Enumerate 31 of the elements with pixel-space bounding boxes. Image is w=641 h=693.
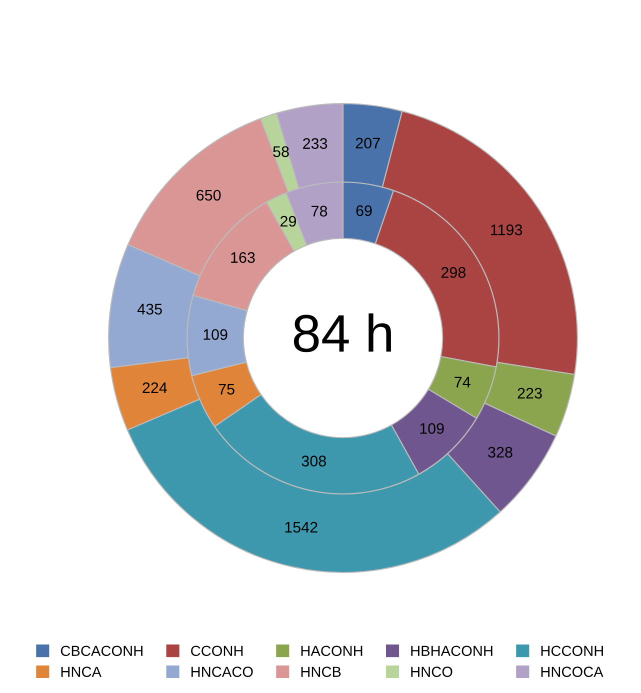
data-label: 224 bbox=[142, 382, 167, 394]
legend-label: HBHACONH bbox=[411, 646, 492, 656]
data-label: 163 bbox=[231, 252, 255, 263]
data-label: 29 bbox=[280, 216, 296, 227]
text: 84 h bbox=[294, 313, 391, 352]
data-label: 1193 bbox=[491, 224, 522, 236]
data-label: 308 bbox=[302, 456, 326, 466]
data-label: 74 bbox=[454, 376, 470, 388]
data-label: 223 bbox=[518, 388, 542, 399]
legend-label: HNCB bbox=[301, 666, 341, 677]
data-label: 435 bbox=[137, 304, 162, 315]
legend-label: HNCA bbox=[61, 666, 102, 677]
legend-label: HACONH bbox=[301, 646, 362, 656]
data-label: 650 bbox=[196, 190, 221, 201]
data-label: 58 bbox=[273, 146, 289, 158]
legend-label: HCCONH bbox=[541, 646, 603, 656]
legend-label: HNCOCA bbox=[541, 666, 604, 677]
data-label: 328 bbox=[488, 446, 512, 458]
legend-label: CBCACONH bbox=[60, 646, 142, 656]
data-label: 1542 bbox=[285, 522, 318, 533]
data-label: 298 bbox=[441, 267, 466, 278]
data-label: 78 bbox=[312, 206, 328, 217]
legend-label: HNCO bbox=[411, 666, 452, 677]
legend-label: HNCACO bbox=[191, 666, 253, 677]
data-label: 109 bbox=[420, 423, 444, 434]
data-label: 207 bbox=[356, 138, 380, 149]
data-label: 75 bbox=[218, 384, 234, 395]
data-label: 109 bbox=[204, 329, 228, 340]
data-label: 233 bbox=[303, 138, 328, 149]
data-label: 69 bbox=[356, 205, 372, 216]
legend-label: CCONH bbox=[191, 646, 243, 656]
